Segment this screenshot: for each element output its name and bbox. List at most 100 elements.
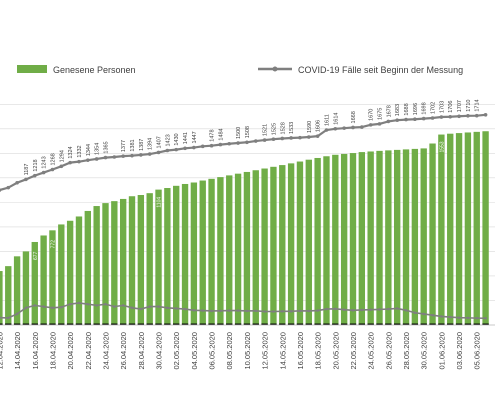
bar [217, 177, 224, 325]
cumulative-point [280, 136, 285, 141]
secondary-point [351, 308, 355, 312]
bar [447, 133, 454, 325]
cumulative-point [183, 146, 187, 151]
bar-bottom [394, 323, 401, 325]
bar-bottom [411, 323, 419, 325]
cumulative-point [430, 116, 435, 120]
secondary-point [280, 309, 284, 313]
line-data-label: 1294 [59, 150, 65, 162]
cumulative-point [333, 126, 338, 131]
bar-bottom [190, 323, 198, 325]
secondary-point [378, 308, 381, 311]
cumulative-point [368, 123, 373, 127]
bar [261, 168, 268, 325]
x-tick-label: 18.05.2020 [314, 332, 323, 370]
bar [128, 196, 136, 325]
bar-bottom [58, 323, 65, 325]
cumulative-point [271, 137, 276, 142]
line-data-label: 1670 [369, 109, 375, 121]
bar [111, 201, 118, 325]
line-data-label: 1478 [210, 129, 216, 141]
bar-bottom [367, 323, 374, 325]
secondary-point [236, 309, 240, 312]
bar-bottom [420, 323, 427, 325]
x-tick-label: 30.05.2020 [420, 332, 429, 370]
legend: Genesene Personen COVID-19 Fälle seit Be… [17, 65, 463, 75]
cumulative-point [457, 114, 461, 119]
bar [332, 154, 339, 325]
bar-bottom [296, 323, 304, 325]
secondary-point [148, 305, 151, 308]
x-tick-label: 26.05.2020 [384, 332, 393, 370]
bar [31, 241, 38, 325]
line-data-label: 1525 [271, 123, 277, 135]
cumulative-point [209, 143, 214, 148]
secondary-point [263, 310, 266, 313]
secondary-point [139, 307, 143, 311]
line-data-label: 1675 [378, 108, 384, 120]
line-data-label: 1500 [236, 127, 242, 139]
bar-bottom [447, 323, 454, 325]
line-data-label: 1533 [289, 122, 295, 134]
bar-data-label: 1104 [157, 197, 163, 208]
cumulative-point [32, 173, 37, 178]
bar-bottom [49, 323, 56, 325]
cumulative-point [306, 135, 311, 139]
secondary-point [113, 305, 116, 308]
x-tick-label: 24.04.2020 [101, 332, 110, 370]
cumulative-point [6, 185, 11, 190]
legend-bar-swatch [17, 65, 47, 73]
cumulative-point [130, 153, 134, 158]
cumulative-point [227, 141, 232, 146]
line-data-label: 1707 [457, 100, 463, 112]
bar-bottom [358, 323, 366, 325]
bar-bottom [119, 323, 127, 325]
cumulative-point [466, 113, 470, 118]
secondary-point [219, 309, 222, 313]
secondary-point [369, 308, 372, 311]
x-tick-label: 14.04.2020 [13, 332, 22, 370]
bar-bottom [340, 323, 348, 325]
line-data-label: 1430 [174, 133, 180, 145]
bar-bottom [217, 323, 224, 325]
line-data-label: 1423 [165, 134, 171, 146]
bar [243, 171, 251, 325]
line-data-label: 1243 [42, 156, 48, 168]
bar-bottom [261, 323, 268, 325]
bar-bottom [199, 323, 206, 325]
cumulative-point [139, 153, 143, 157]
x-tick-label: 26.04.2020 [119, 332, 128, 370]
bar-bottom [84, 323, 91, 325]
secondary-point [360, 308, 364, 312]
bar-bottom [181, 323, 189, 325]
cumulative-point [439, 115, 444, 119]
bar-bottom [173, 323, 180, 325]
line-data-label: 1688 [404, 103, 410, 115]
bar-bottom [314, 323, 321, 325]
bar-bottom [22, 323, 30, 325]
bar [376, 150, 383, 325]
secondary-point [431, 313, 434, 317]
bar-bottom [332, 323, 339, 325]
x-tick-label: 18.04.2020 [48, 332, 57, 370]
cumulative-point [147, 152, 152, 156]
line-data-label: 1668 [351, 111, 357, 123]
bar-bottom [13, 323, 21, 325]
line-data-label: 1714 [475, 99, 481, 111]
bar [296, 161, 304, 325]
x-tick-label: 28.04.2020 [137, 332, 146, 370]
line-data-label: 1702 [431, 102, 437, 114]
bar-bottom [323, 323, 330, 325]
x-tick-label: 16.05.2020 [296, 332, 305, 370]
bar-bottom [75, 323, 83, 325]
cumulative-point [15, 180, 19, 185]
x-tick-label: 08.05.2020 [225, 332, 234, 370]
cumulative-point [342, 126, 346, 130]
secondary-point [245, 309, 249, 313]
secondary-point [104, 302, 107, 306]
bar-bottom [482, 323, 489, 325]
secondary-point [6, 316, 10, 320]
cumulative-point [41, 170, 46, 175]
bar [146, 193, 153, 325]
secondary-point [192, 308, 196, 312]
